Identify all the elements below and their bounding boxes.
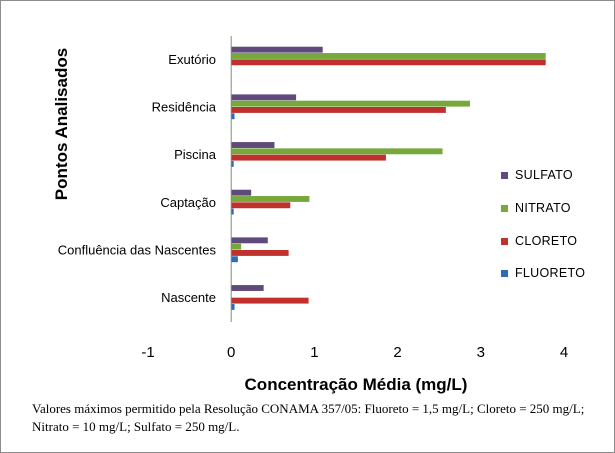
x-tick-label: -1 xyxy=(141,344,154,361)
bar-sulfato-residencia xyxy=(231,94,297,101)
legend-label-nitrato: NITRATO xyxy=(515,201,571,215)
bar-cloreto-residencia xyxy=(231,107,446,113)
bar-nitrato-confluencia-das-nascentes xyxy=(231,243,242,250)
legend-swatch-cloreto xyxy=(501,238,508,245)
x-tick-label: 1 xyxy=(310,344,318,361)
legend-swatch-sulfato xyxy=(501,172,508,179)
footnote: Valores máximos permitido pela Resolução… xyxy=(32,401,585,434)
legend-label-fluoreto: FLUORETO xyxy=(515,266,585,280)
bar-fluoreto-piscina xyxy=(231,160,234,167)
bar-sulfato-confluencia-das-nascentes xyxy=(231,237,268,244)
bar-fluoreto-nascente xyxy=(231,303,235,310)
x-tick-label: 4 xyxy=(560,344,568,361)
y-axis-title: Pontos Analisados xyxy=(52,48,71,200)
legend-swatch-nitrato xyxy=(501,205,508,212)
category-labels: Exutório Residência Piscina Captação Confluê… xyxy=(58,52,217,305)
x-tick-label: 0 xyxy=(227,344,235,361)
legend-label-sulfato: SULFATO xyxy=(515,168,573,182)
bar-sulfato-exutorio xyxy=(231,46,323,53)
x-tick-labels: -1 0 1 2 3 4 xyxy=(141,344,568,361)
bars-layer xyxy=(231,46,546,310)
x-axis-title: Concentração Média (mg/L) xyxy=(245,375,468,394)
category-label-piscina: Piscina xyxy=(174,147,217,162)
category-label-exutorio: Exutório xyxy=(168,52,216,67)
category-label-confluencia-das-nascentes: Confluência das Nascentes xyxy=(58,243,217,258)
bar-fluoreto-captacao xyxy=(231,208,234,215)
legend-swatch-fluoreto xyxy=(501,270,508,277)
bar-sulfato-captacao xyxy=(231,189,252,196)
bar-nitrato-residencia xyxy=(231,100,470,107)
bar-nitrato-captacao xyxy=(231,196,310,202)
x-tick-label: 2 xyxy=(393,344,401,361)
bar-cloreto-exutorio xyxy=(231,59,546,66)
bar-cloreto-captacao xyxy=(231,202,291,209)
bar-nitrato-exutorio xyxy=(231,53,546,59)
category-label-captacao: Captação xyxy=(160,195,216,210)
category-label-residencia: Residência xyxy=(152,100,217,115)
bar-nitrato-piscina xyxy=(231,148,443,155)
x-tick-label: 3 xyxy=(477,344,485,361)
bar-fluoreto-confluencia-das-nascentes xyxy=(231,256,238,263)
bar-sulfato-piscina xyxy=(231,142,275,148)
legend: SULFATO NITRATO CLORETO FLUORETO xyxy=(501,168,585,280)
bar-cloreto-confluencia-das-nascentes xyxy=(231,250,289,256)
legend-label-cloreto: CLORETO xyxy=(515,234,577,248)
bar-cloreto-piscina xyxy=(231,154,386,161)
bar-fluoreto-residencia xyxy=(231,113,235,120)
bar-sulfato-nascente xyxy=(231,285,264,291)
bar-cloreto-nascente xyxy=(231,297,309,304)
category-label-nascente: Nascente xyxy=(161,290,216,305)
